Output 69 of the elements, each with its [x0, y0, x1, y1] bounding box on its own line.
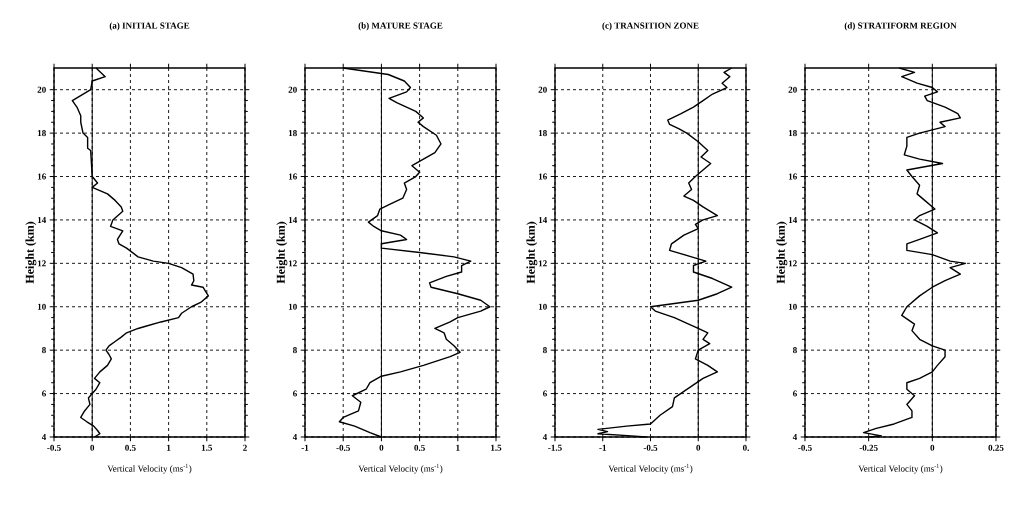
y-tick-label: 16	[788, 173, 797, 180]
x-tick-label: 1	[456, 444, 460, 451]
x-tick-label: -1	[599, 444, 607, 451]
y-tick-label: 4	[41, 434, 47, 440]
y-tick-label: 6	[293, 390, 297, 397]
y-tick-label: 14	[37, 216, 47, 223]
y-tick-label: 12	[37, 260, 46, 267]
x-tick-label: -0.5	[643, 444, 658, 451]
y-tick-label: 10	[788, 303, 797, 310]
x-tick-label: -0.25	[859, 444, 878, 451]
y-tick-label: 14	[788, 216, 798, 223]
y-tick-label: 8	[543, 347, 547, 354]
chart-title: (c) TRANSITION ZONE	[602, 22, 699, 31]
y-axis-title: Height (km)	[276, 221, 288, 284]
y-tick-label: 16	[37, 173, 46, 180]
y-tick-label: 10	[288, 303, 297, 310]
y-tick-label: 14	[538, 216, 548, 223]
chart-title: (d) STRATIFORM REGION	[844, 22, 957, 31]
y-axis-title: Height (km)	[776, 221, 788, 284]
y-tick-label: 4	[292, 434, 298, 440]
y-tick-label: 20	[37, 86, 46, 93]
x-tick-label: -1	[301, 444, 309, 451]
x-tick-label: 0	[696, 444, 701, 451]
x-tick-label: 0.	[742, 444, 749, 451]
y-tick-label: 20	[788, 86, 797, 93]
y-tick-label: 12	[538, 260, 547, 267]
chart-title: (b) MATURE STAGE	[358, 22, 443, 31]
x-tick-label: -0.5	[336, 444, 350, 451]
y-tick-label: 4	[792, 434, 798, 440]
y-tick-label: 10	[37, 303, 46, 310]
x-tick-label: 1.5	[201, 444, 213, 451]
x-tick-label: -0.5	[47, 444, 61, 451]
x-axis-title: Vertical Velocity (ms$^{-1}$)	[358, 463, 443, 474]
x-tick-label: 1	[167, 444, 171, 451]
x-tick-label: -1.5	[548, 444, 562, 451]
chart-title: (a) INITIAL STAGE	[109, 22, 190, 31]
x-tick-label: 0	[90, 444, 95, 451]
y-tick-label: 18	[538, 130, 547, 137]
x-axis-title: Vertical Velocity (ms$^{-1}$)	[608, 463, 693, 474]
y-tick-label: 6	[42, 390, 46, 397]
y-tick-label: 8	[793, 347, 797, 354]
y-tick-label: 18	[288, 130, 297, 137]
x-tick-label: 2	[243, 444, 247, 451]
y-tick-label: 18	[788, 130, 797, 137]
y-tick-label: 6	[543, 390, 547, 397]
x-tick-label: 1.5	[491, 444, 502, 451]
x-tick-label: 0	[379, 444, 384, 451]
y-tick-label: 16	[538, 173, 547, 180]
y-tick-label: 8	[42, 347, 46, 354]
x-tick-label: 0.25	[988, 444, 1004, 451]
y-tick-label: 8	[293, 347, 297, 354]
x-axis-title: Vertical Velocity (ms$^{-1}$)	[858, 463, 943, 474]
y-tick-label: 16	[288, 173, 297, 180]
x-tick-label: 0	[930, 444, 935, 451]
x-tick-label: 0.5	[125, 444, 136, 451]
y-tick-label: 4	[542, 434, 548, 440]
y-tick-label: 14	[288, 216, 298, 223]
y-tick-label: 12	[288, 260, 297, 267]
x-tick-label: 0.5	[414, 444, 425, 451]
y-tick-label: 18	[37, 130, 46, 137]
y-tick-label: 12	[788, 260, 797, 267]
y-tick-label: 20	[288, 86, 297, 93]
y-tick-label: 20	[538, 86, 547, 93]
y-axis-title: Height (km)	[25, 221, 37, 284]
y-tick-label: 10	[538, 303, 547, 310]
x-axis-title: Vertical Velocity (ms$^{-1}$)	[107, 463, 192, 474]
x-tick-label: -0.5	[798, 444, 812, 451]
y-axis-title: Height (km)	[526, 221, 538, 284]
y-tick-label: 6	[793, 390, 797, 397]
